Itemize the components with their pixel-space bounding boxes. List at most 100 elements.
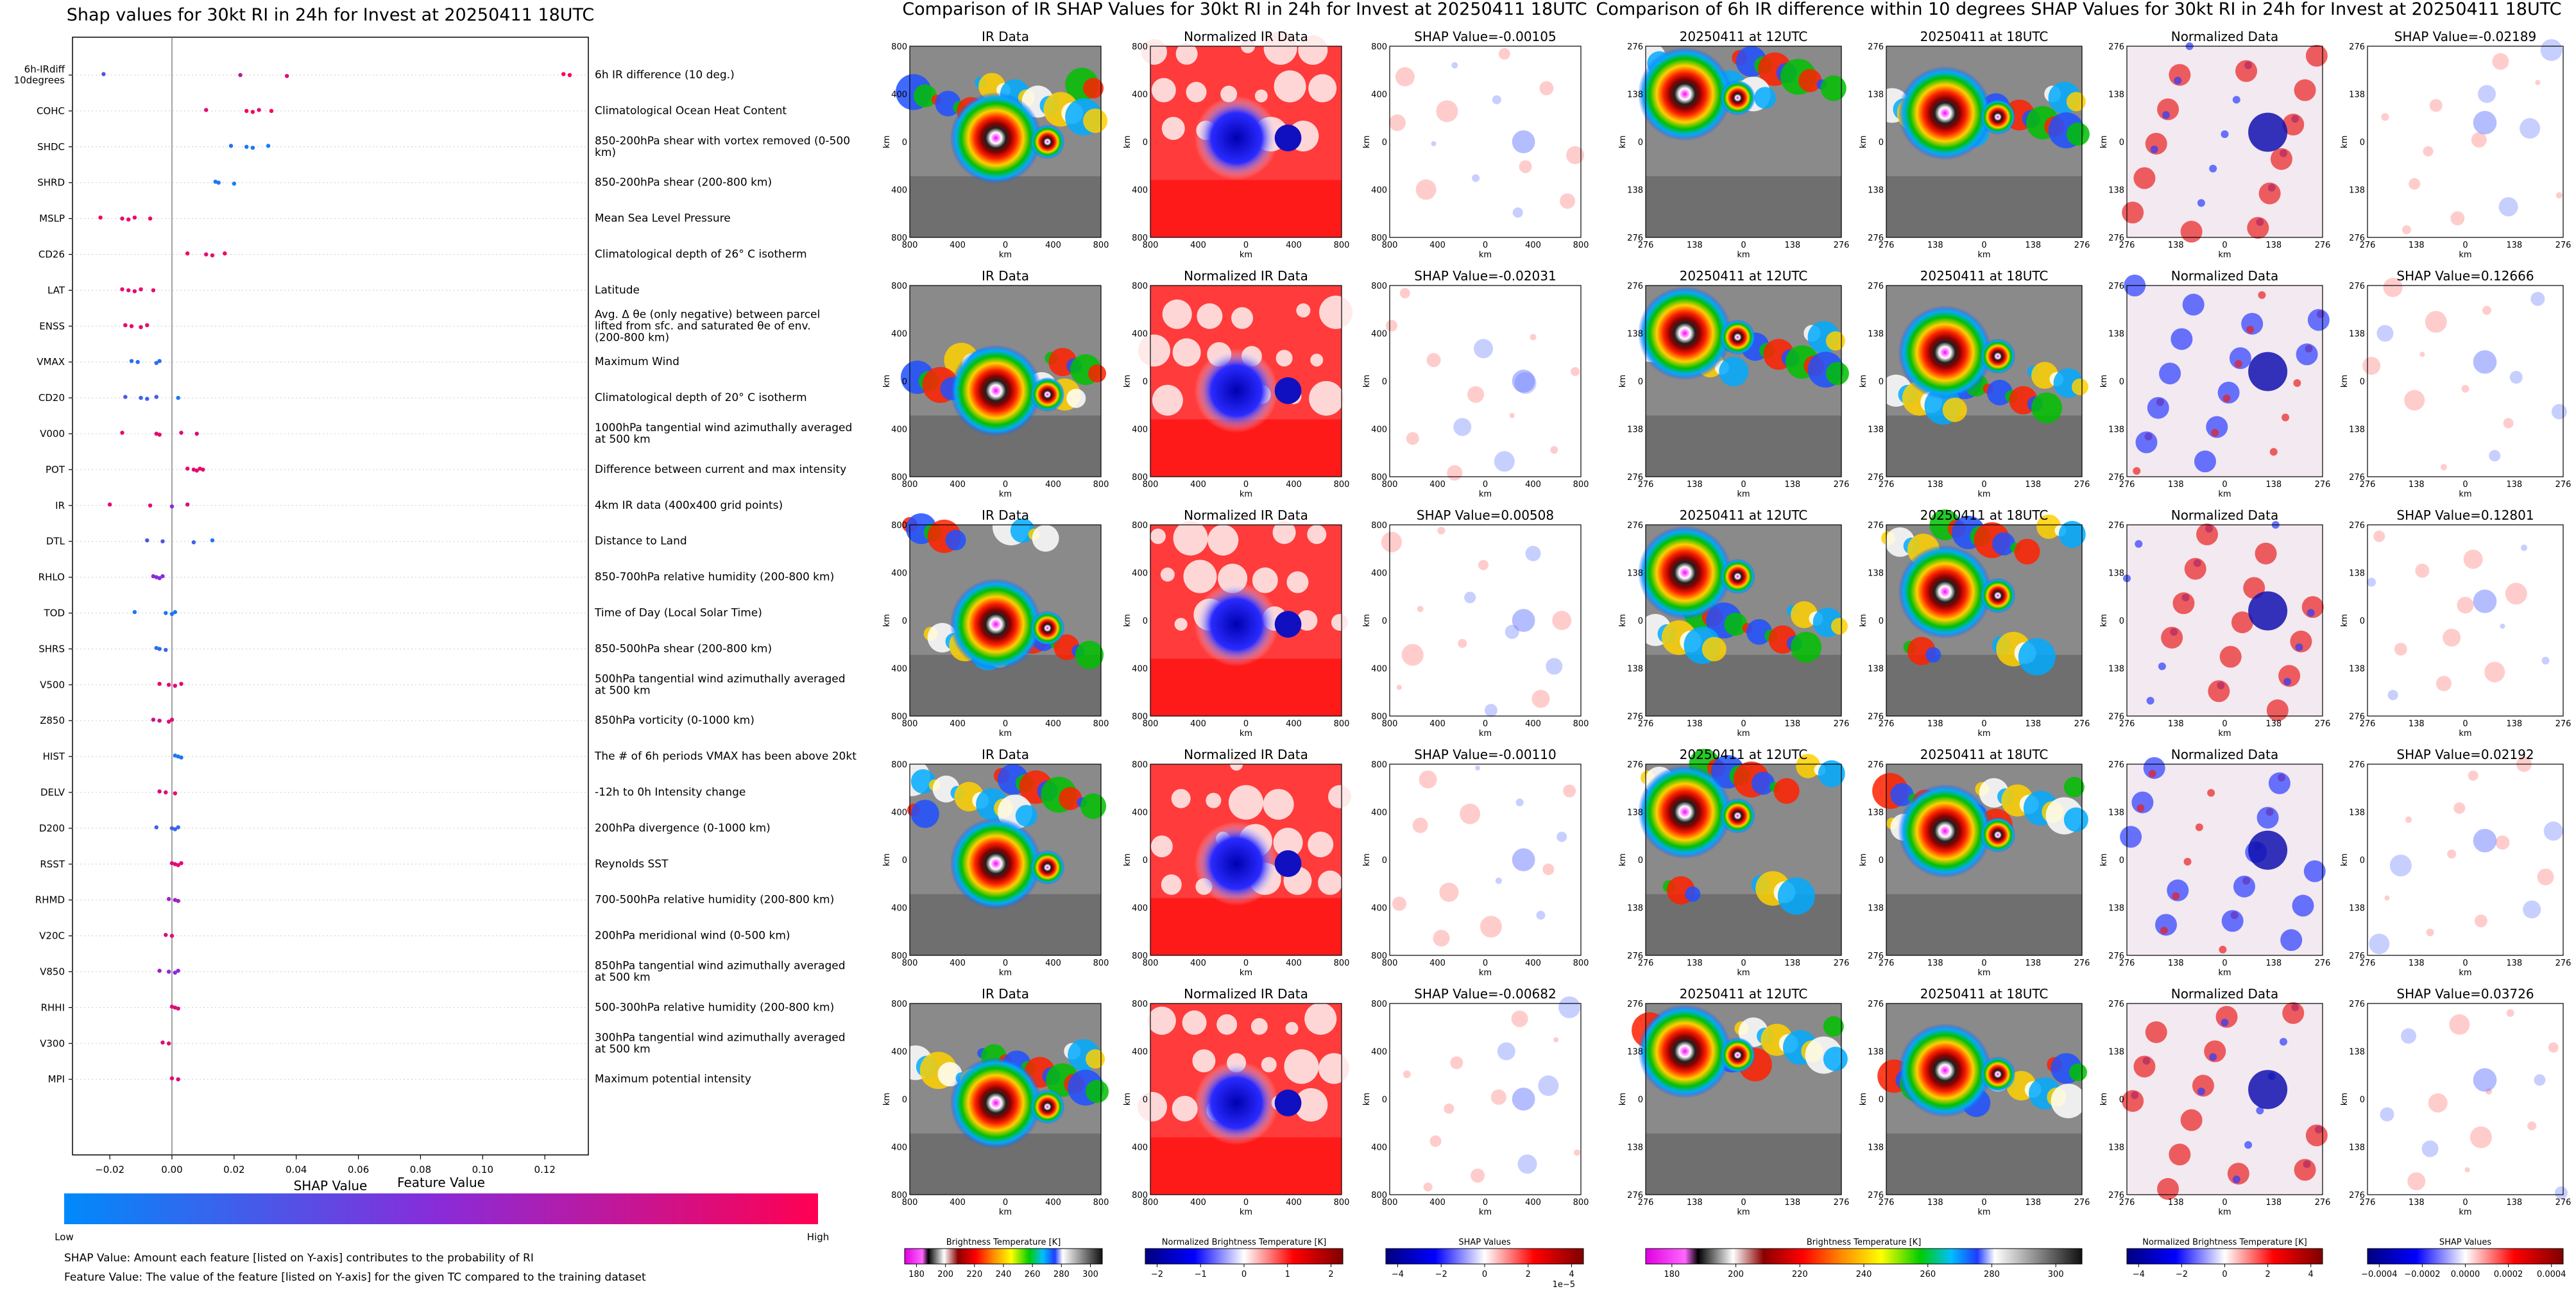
x-tick-label: 276 [2315,719,2331,729]
y-axis-unit: km [1859,135,1868,148]
shap-center-attribution [1512,848,1535,871]
shap-attribution-blob [2421,1140,2439,1157]
x-tick-label: 138 [2025,959,2041,968]
x-tick-label: 276 [1638,959,1654,968]
colorbar [1645,1248,2083,1265]
shap-attribution-blob [2429,99,2443,112]
y-axis-unit: km [2340,135,2350,148]
image-panel-ir [1875,46,2090,238]
shap-attribution-blob [2387,690,2398,701]
panel-title-ir: IR Data [982,29,1029,44]
y-tick-label: 276 [2108,760,2124,770]
y-tick-label: 0 [1143,856,1148,866]
shap-point-cd26 [210,253,215,258]
y-tick-label: 400 [891,569,907,579]
y-tick-label: 276 [1868,712,1884,722]
normalized-cloud [1151,78,1176,103]
feature-label-pot: POT [46,464,65,475]
colorbar-tick-label: −0.0002 [2404,1270,2440,1279]
summary-title: Shap values for 30kt RI in 24h for Inves… [67,5,595,25]
image-panel-ir [898,1003,1109,1195]
image-panel-ir [902,508,1104,717]
panel-title-normalized-ir: Normalized IR Data [1184,508,1308,523]
y-tick-label: 800 [1371,1191,1387,1200]
panel-frame [2367,764,2564,956]
shap-attribution-blob [2484,662,2505,683]
shap-point-cd20 [176,395,180,400]
shap-attribution-blob [1478,559,1489,570]
normalized-cloud [1296,303,1311,318]
colorbar-tick-label: 180 [1664,1270,1680,1279]
x-tick-label: 0 [1483,959,1488,968]
image-panel-ir [1632,1003,1848,1195]
shap-attribution-blob [1395,67,1415,87]
image-panel-shap [1381,524,1582,717]
shap-point-z850 [157,719,162,723]
feature-description-tod: Time of Day (Local Solar Time) [594,607,762,620]
ir-clear-sky [910,176,1101,237]
x-axis-unit: km [1977,729,1990,738]
x-tick-label: 800 [1334,1198,1350,1208]
y-tick-label: 138 [1627,1048,1643,1057]
shap-attribution-blob [1512,207,1523,218]
shap-point-v000 [194,431,199,436]
x-axis-unit: km [999,1208,1012,1217]
x-tick-label: 276 [2074,480,2090,490]
x-tick-label: 276 [1834,959,1850,968]
shap-point-mslp [98,215,103,220]
y-tick-label: 800 [1371,42,1387,52]
cloud-cluster [945,529,966,551]
feature-description-v20c: 200hPa meridional wind (0-500 km) [595,930,790,943]
image-panel-ir [1629,40,1847,238]
x-tick-label: 276 [2315,1198,2331,1208]
x-tick-label: 400 [1286,241,1302,250]
shap-attribution-blob [2463,549,2483,569]
y-axis-unit: km [1362,614,1372,627]
shap-map-background [2367,46,2563,237]
x-tick-label: 0 [2222,480,2227,490]
feature-description-mslp: Mean Sea Level Pressure [595,212,731,225]
shap-attribution-blob [1437,526,1446,534]
x-tick-label: 800 [1143,1198,1159,1208]
cloud-cluster [1059,787,1082,810]
colorbar-label: Brightness Temperature [K] [1807,1238,1922,1247]
normalized-cloud [1263,31,1297,65]
diff-anomaly [2145,1021,2167,1043]
y-tick-label: 400 [1132,808,1148,818]
diff-anomaly [2246,325,2255,334]
normalized-cloud [1231,307,1254,329]
panel-title-normalized-data: Normalized Data [2171,986,2279,1002]
cloud-cluster [1825,331,1845,351]
shap-attribution-blob [1536,910,1546,920]
y-tick-label: 0 [1879,856,1884,866]
normalized-cloud [1250,1018,1268,1035]
normalized-cloud [1171,789,1191,808]
cloud-cluster [1086,1080,1109,1104]
y-tick-label: 276 [2108,952,2124,961]
shap-attribution-blob [1497,1042,1515,1061]
x-tick-label: 0 [1003,241,1008,250]
shap-point-cd20 [139,395,143,400]
x-tick-label: 800 [1573,1198,1589,1208]
x-axis-unit: km [999,729,1012,738]
y-tick-label: 0 [2360,377,2365,387]
y-tick-label: 400 [891,808,907,818]
diff-anomaly [2303,860,2326,882]
shap-attribution-blob [2471,132,2487,148]
y-tick-label: 138 [2349,569,2365,579]
shap-attribution-blob [2447,849,2457,859]
y-axis-unit: km [1362,1093,1372,1105]
image-panel-ir [1877,1003,2087,1195]
y-tick-label: 800 [1371,760,1387,770]
feature-label-lat: LAT [47,284,65,296]
cloud-cluster [1823,1046,1848,1071]
shap-attribution-blob [2521,544,2527,551]
y-tick-label: 800 [891,1191,907,1200]
panel-frame [2367,524,2564,717]
shap-attribution-blob [1450,1056,1463,1070]
x-tick-label: 138 [1687,241,1703,250]
shap-point-v300 [166,1041,171,1046]
image-panel-shap [1389,996,1582,1195]
feature-label-delv: DELV [40,787,65,798]
y-tick-label: 0 [1879,1095,1884,1105]
